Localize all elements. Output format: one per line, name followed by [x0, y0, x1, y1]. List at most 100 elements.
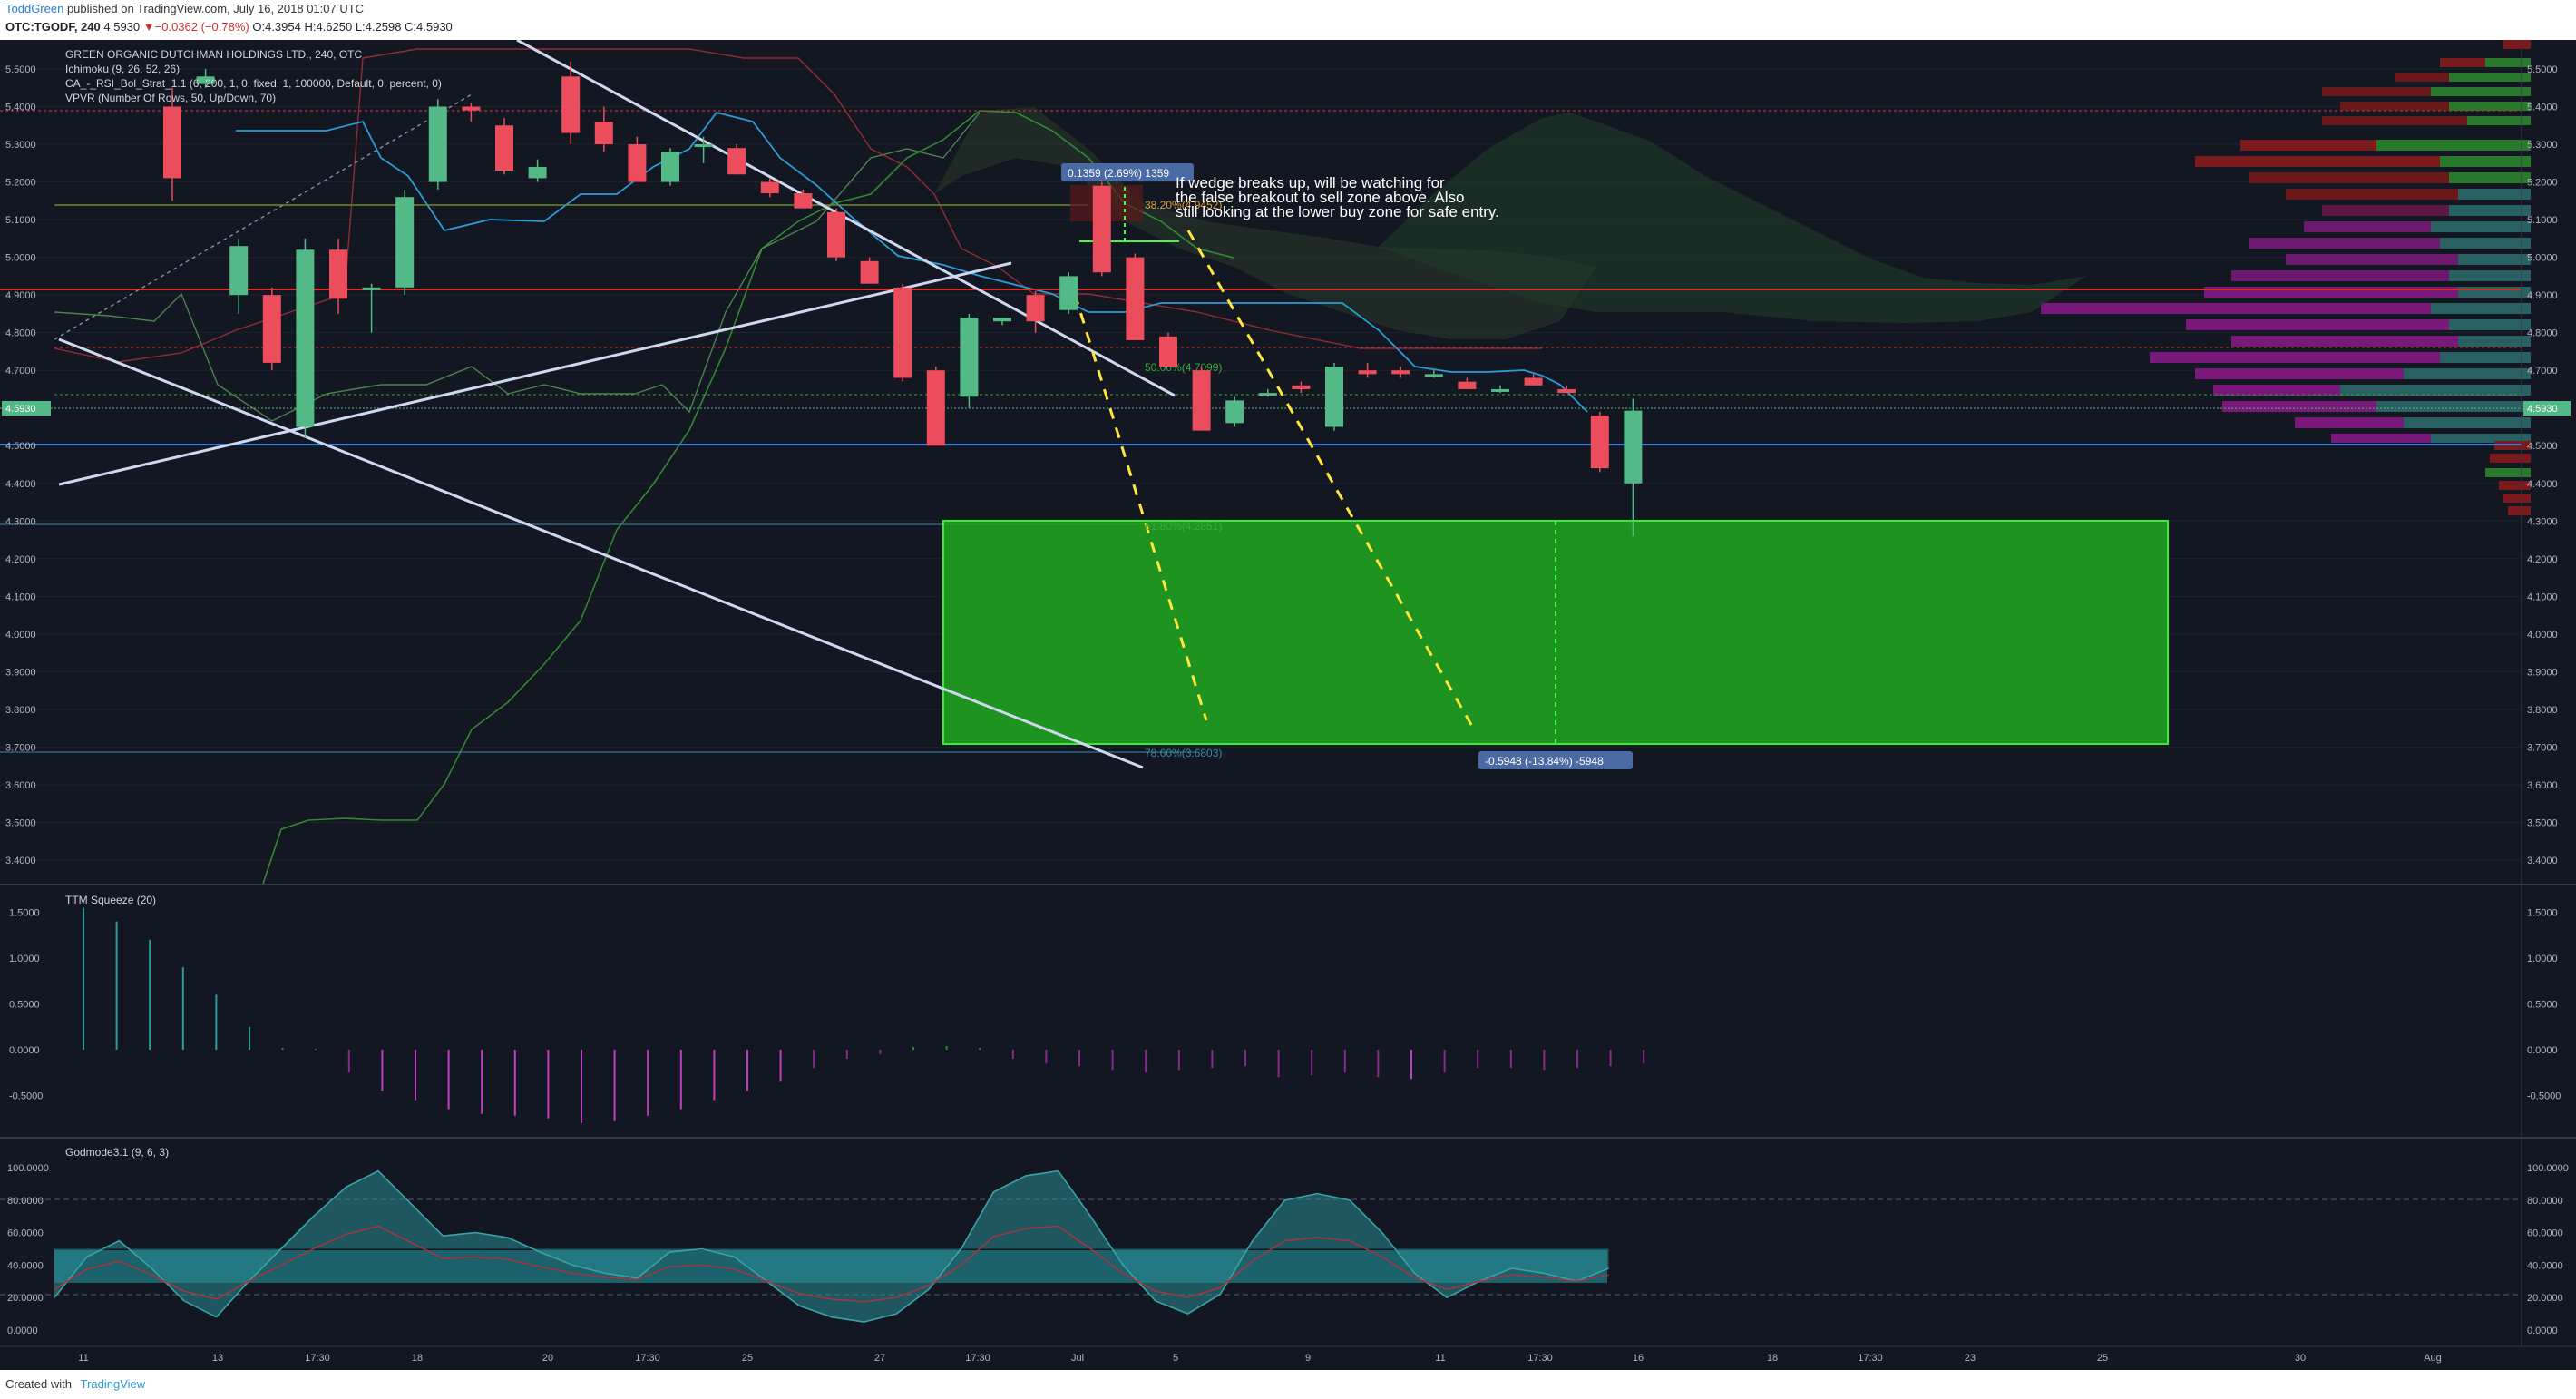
- long-downtrend-line[interactable]: [58, 338, 1144, 769]
- godmode-tick-label-left: 100.0000: [7, 1163, 49, 1174]
- time-tick-label: 17:30: [305, 1353, 330, 1364]
- godmode-tick-label-left: 60.0000: [7, 1228, 44, 1239]
- time-tick-label: 27: [874, 1353, 885, 1364]
- time-tick-label: 11: [78, 1353, 88, 1364]
- candle[interactable]: [428, 99, 447, 190]
- candle[interactable]: [362, 283, 381, 333]
- candle[interactable]: [628, 136, 647, 182]
- current-price-tag-left: [2, 401, 51, 416]
- candle[interactable]: [163, 87, 181, 201]
- candle[interactable]: [262, 287, 281, 371]
- candle[interactable]: [1258, 388, 1277, 397]
- candle[interactable]: [1624, 398, 1643, 536]
- candle-body: [1092, 185, 1111, 273]
- candle[interactable]: [528, 159, 547, 182]
- measure-up-label: 0.1359 (2.69%) 1359: [1068, 167, 1169, 180]
- candle[interactable]: [993, 318, 1011, 326]
- candle[interactable]: [1192, 367, 1211, 431]
- candle[interactable]: [395, 189, 415, 296]
- candle[interactable]: [1458, 377, 1477, 389]
- ttm-title: TTM Squeeze (20): [65, 894, 156, 906]
- godmode-line: [54, 1169, 1609, 1323]
- price-tick-label: 3.5000: [2527, 817, 2558, 828]
- candle[interactable]: [296, 238, 315, 438]
- candle[interactable]: [1557, 385, 1576, 394]
- time-tick-label: 17:30: [1527, 1353, 1553, 1364]
- candle-body: [960, 318, 979, 397]
- fib-786-label: 78.60%(3.6803): [1145, 747, 1222, 759]
- wedge-upper-trendline[interactable]: [516, 38, 1176, 397]
- candle[interactable]: [594, 106, 613, 152]
- candle-body: [462, 106, 481, 111]
- candle[interactable]: [694, 136, 713, 163]
- author-link[interactable]: ToddGreen: [5, 2, 64, 15]
- candle-body: [229, 246, 249, 296]
- time-tick-label: Aug: [2424, 1353, 2442, 1364]
- candle[interactable]: [1358, 362, 1377, 378]
- dotted-trend: [54, 93, 473, 340]
- candle[interactable]: [926, 367, 945, 446]
- candle[interactable]: [1325, 362, 1343, 431]
- candle[interactable]: [1126, 253, 1145, 340]
- candle[interactable]: [1391, 367, 1410, 378]
- candle[interactable]: [462, 103, 481, 122]
- candle[interactable]: [1590, 411, 1609, 473]
- time-tick-label: 25: [742, 1353, 753, 1364]
- candle[interactable]: [1059, 272, 1078, 314]
- price-axis[interactable]: 5.5000 5.5000 5.4000 5.4000 5.3000 5.3000 5.20…: [5, 64, 2558, 866]
- tradingview-link[interactable]: TradingView: [80, 1377, 146, 1391]
- candle[interactable]: [1092, 181, 1111, 277]
- measure-up-label-bg: [1061, 163, 1194, 181]
- ttm-tick-label: 1.0000: [2527, 954, 2558, 964]
- candle[interactable]: [1524, 374, 1543, 386]
- candle-body: [1624, 410, 1643, 484]
- candle[interactable]: [661, 148, 679, 186]
- wedge-lower-trendline[interactable]: [58, 261, 1012, 486]
- publish-header: ToddGreen published on TradingView.com, …: [0, 0, 2576, 40]
- candle[interactable]: [1292, 381, 1311, 394]
- candle-body: [661, 152, 679, 182]
- candle[interactable]: [1026, 290, 1045, 333]
- candle[interactable]: [760, 178, 779, 198]
- candle-body: [428, 106, 447, 182]
- candle[interactable]: [196, 69, 215, 88]
- candle[interactable]: [893, 283, 912, 382]
- godmode-tick-label: 0.0000: [2527, 1326, 2558, 1336]
- candle[interactable]: [727, 144, 746, 175]
- candle[interactable]: [561, 61, 581, 145]
- time-axis[interactable]: 11 13 17:30 18 20 17:30 25 27 17:30 Jul 5 9 11 17:30 1…: [78, 1353, 2442, 1364]
- candle[interactable]: [860, 257, 879, 284]
- godmode-signal-line: [54, 1225, 1609, 1303]
- candle[interactable]: [1424, 370, 1443, 378]
- chart-canvas[interactable]: 38.20%(4.9452) 50.00%(4.7099) 61.80%(4.2…: [0, 38, 2576, 1370]
- candle[interactable]: [329, 238, 347, 314]
- price-tick-label-left: 4.1000: [5, 592, 36, 602]
- time-tick-label: Jul: [1071, 1353, 1084, 1364]
- candle-body: [893, 287, 912, 378]
- price-tick-label: 4.3000: [2527, 516, 2558, 527]
- fib-382-label: 38.20%(4.9452): [1145, 199, 1222, 211]
- candle-body: [1358, 370, 1377, 375]
- candle[interactable]: [1159, 332, 1177, 367]
- candle[interactable]: [794, 189, 813, 209]
- price-tick-label-left: 4.4000: [5, 479, 36, 490]
- time-tick-label: 9: [1305, 1353, 1311, 1364]
- candle[interactable]: [827, 208, 845, 261]
- price-tick-label-left: 4.2000: [5, 554, 36, 565]
- godmode-tick-label: 60.0000: [2527, 1228, 2563, 1239]
- price-tick-label: 5.2000: [2527, 178, 2558, 189]
- candle[interactable]: [1225, 396, 1244, 427]
- price-tick-label: 3.4000: [2527, 856, 2558, 866]
- candle[interactable]: [960, 313, 979, 408]
- ttm-tick-label: 0.5000: [2527, 1000, 2558, 1011]
- candlestick-series[interactable]: [163, 61, 1643, 536]
- godmode-tick-label-left: 20.0000: [7, 1293, 44, 1304]
- measure-down-label-bg: [1478, 751, 1633, 769]
- chart-area[interactable]: 38.20%(4.9452) 50.00%(4.7099) 61.80%(4.2…: [0, 38, 2576, 1370]
- candle[interactable]: [495, 117, 513, 175]
- symbol-summary: OTC:TGODF, 240 4.5930 ▼−0.0362 (−0.78%) …: [5, 20, 453, 34]
- candle[interactable]: [229, 238, 249, 314]
- candle-body: [495, 125, 513, 171]
- godmode-oscillator: [54, 1169, 1609, 1323]
- candle[interactable]: [1491, 385, 1509, 394]
